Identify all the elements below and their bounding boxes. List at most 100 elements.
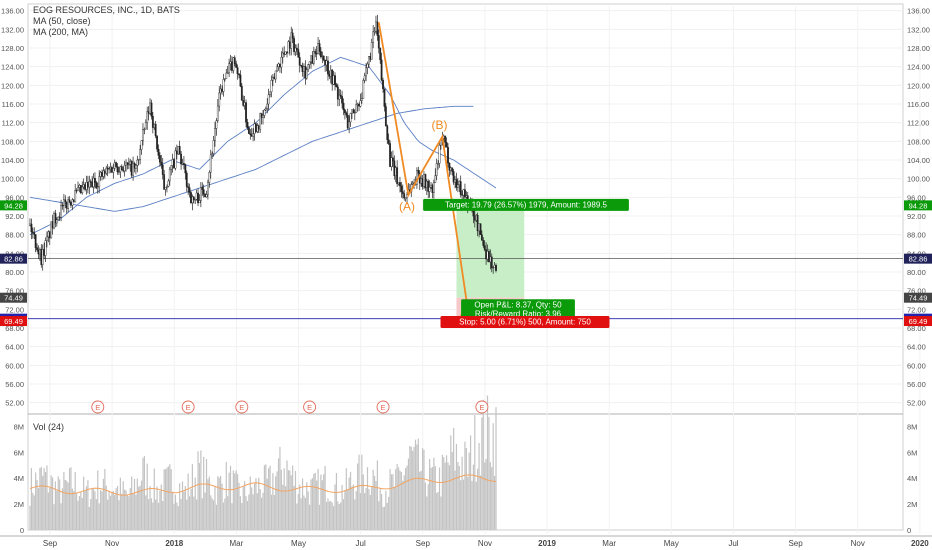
volume-bar (465, 447, 467, 530)
volume-bar (262, 492, 264, 530)
candle-body (144, 122, 147, 130)
volume-bar (100, 490, 102, 530)
volume-bar (364, 493, 366, 530)
volume-bar (179, 483, 181, 530)
candle-body (273, 76, 276, 80)
volume-bar (138, 486, 140, 530)
candle-body (486, 251, 489, 260)
volume-bar (90, 498, 92, 530)
y-tick-left: 116.00 (2, 100, 24, 109)
candle-body (47, 231, 50, 238)
badge-stop-right (904, 316, 932, 327)
volume-bar (484, 462, 486, 530)
candle-body (31, 231, 34, 233)
position-labels: Target: 19.79 (26.57%) 1979, Amount: 198… (423, 198, 629, 329)
volume-bar (260, 497, 263, 530)
volume-bar (366, 467, 369, 530)
y-tick-right: 128.00 (907, 44, 930, 53)
earnings-marker[interactable] (181, 400, 195, 414)
volume-bar (433, 457, 435, 530)
vol-tick-right: 8M (907, 422, 917, 431)
x-tick-label: Sep (43, 539, 58, 548)
y-tick-right: 60.00 (907, 361, 926, 370)
candle-body (324, 59, 327, 66)
candle-body (332, 75, 335, 85)
legend-ma50[interactable]: MA (50, close) (33, 16, 91, 26)
candle-body (133, 163, 136, 169)
candle-body (102, 170, 105, 177)
volume-bar (427, 484, 429, 530)
candle-body (264, 108, 267, 111)
candle-body (157, 148, 160, 156)
candle-body (370, 42, 373, 60)
volume-bar (51, 477, 54, 530)
candle-body (118, 171, 120, 173)
candle-body (427, 181, 430, 192)
candle-body (368, 56, 370, 65)
candle-body (34, 234, 37, 248)
candle-body (281, 52, 284, 58)
legend-title[interactable]: EOG RESOURCES, INC., 1D, BATS (33, 5, 180, 15)
volume-bar (164, 469, 167, 530)
volume-bar (49, 487, 51, 530)
volume-bar (181, 481, 184, 530)
volume-bar (445, 455, 448, 530)
volume-bar (304, 497, 306, 530)
candle-body (91, 182, 94, 188)
candle-body (252, 133, 255, 137)
candle-body (194, 198, 197, 201)
volume-bar (287, 470, 290, 530)
vol-tick-left: 4M (14, 474, 24, 483)
candle-body (339, 94, 342, 97)
volume-bar (311, 478, 314, 530)
volume-bar (269, 465, 271, 530)
candle-body (363, 75, 366, 81)
candle-body (417, 170, 420, 174)
volume-bar (126, 495, 129, 530)
candle-body (195, 192, 198, 200)
volume-bar (71, 488, 73, 530)
volume-bar (381, 494, 383, 530)
candle-body (122, 169, 125, 172)
candle-body (48, 231, 51, 239)
candle-body (482, 240, 485, 246)
y-tick-left: 136.00 (1, 7, 24, 16)
volume-bar (424, 482, 426, 530)
volume-bar (340, 502, 342, 530)
earnings-marker[interactable] (376, 400, 390, 414)
candle-body (461, 194, 464, 196)
volume-bar (455, 444, 458, 530)
volume-bar (236, 474, 239, 530)
legend-volume[interactable]: Vol (24) (33, 422, 65, 432)
earnings-marker[interactable] (303, 400, 317, 414)
volume-bar (173, 503, 175, 530)
volume-bar (42, 475, 44, 530)
volume-bar (157, 502, 160, 530)
candle-body (150, 102, 153, 117)
earnings-marker[interactable] (91, 400, 105, 414)
candle-body (218, 92, 221, 107)
candle-body (490, 256, 493, 269)
earnings-marker[interactable] (235, 400, 249, 414)
wave-path[interactable] (377, 22, 469, 310)
candle-body (256, 125, 259, 132)
volume-bar (412, 450, 414, 530)
candle-body (454, 179, 456, 183)
volume-bar (406, 465, 408, 530)
y-tick-left: 88.00 (5, 231, 24, 240)
legend-ma200[interactable]: MA (200, MA) (33, 27, 89, 37)
volume-bar (454, 470, 456, 530)
volume-bar (201, 498, 203, 530)
candle-body (346, 114, 349, 129)
volume-bar (485, 458, 487, 530)
earnings-marker[interactable] (475, 400, 489, 414)
candle-body (111, 167, 113, 173)
volume-bar (167, 466, 169, 530)
candle-body (50, 221, 53, 239)
volume-bar (76, 493, 78, 530)
badge-current-left-text: 82.86 (4, 255, 23, 264)
volume-bar (457, 462, 459, 530)
candle-body (307, 64, 310, 71)
volume-bar (358, 454, 360, 530)
